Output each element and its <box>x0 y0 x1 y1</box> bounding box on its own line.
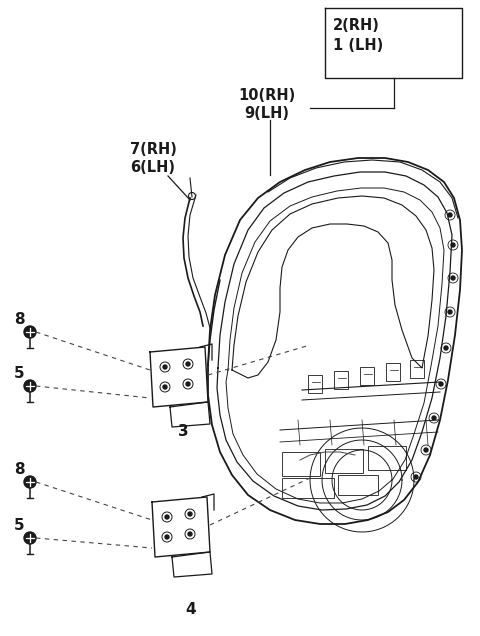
Circle shape <box>444 346 448 350</box>
Circle shape <box>24 326 36 338</box>
Bar <box>325 449 363 473</box>
Circle shape <box>24 476 36 488</box>
Circle shape <box>424 448 428 452</box>
Circle shape <box>188 512 192 516</box>
Circle shape <box>188 532 192 536</box>
Bar <box>282 478 334 498</box>
Circle shape <box>186 382 190 386</box>
Circle shape <box>24 380 36 392</box>
Text: 5: 5 <box>14 518 24 534</box>
Text: 7(RH): 7(RH) <box>130 142 177 158</box>
Circle shape <box>165 535 169 539</box>
Circle shape <box>163 385 167 389</box>
Circle shape <box>448 213 452 217</box>
Text: 5: 5 <box>14 366 24 382</box>
Bar <box>338 475 378 495</box>
Circle shape <box>439 382 443 386</box>
Circle shape <box>451 243 455 247</box>
Text: 6(LH): 6(LH) <box>130 160 175 176</box>
Circle shape <box>451 276 455 280</box>
Text: 8: 8 <box>14 462 24 478</box>
Circle shape <box>165 515 169 519</box>
Bar <box>282 452 320 476</box>
Circle shape <box>24 532 36 544</box>
Text: 2(RH): 2(RH) <box>333 18 380 34</box>
Text: 1 (LH): 1 (LH) <box>333 39 383 53</box>
Circle shape <box>432 416 436 420</box>
Text: 4: 4 <box>185 602 196 618</box>
Text: 3: 3 <box>178 424 189 439</box>
Bar <box>368 446 406 470</box>
Circle shape <box>163 365 167 369</box>
Circle shape <box>414 475 418 479</box>
Bar <box>308 375 322 393</box>
Circle shape <box>448 310 452 314</box>
Bar <box>386 363 400 381</box>
Circle shape <box>186 362 190 366</box>
Bar <box>334 371 348 389</box>
Bar <box>360 367 374 385</box>
Bar <box>410 360 424 378</box>
Text: 9(LH): 9(LH) <box>244 106 289 120</box>
Text: 8: 8 <box>14 312 24 328</box>
Text: 10(RH): 10(RH) <box>238 88 295 102</box>
